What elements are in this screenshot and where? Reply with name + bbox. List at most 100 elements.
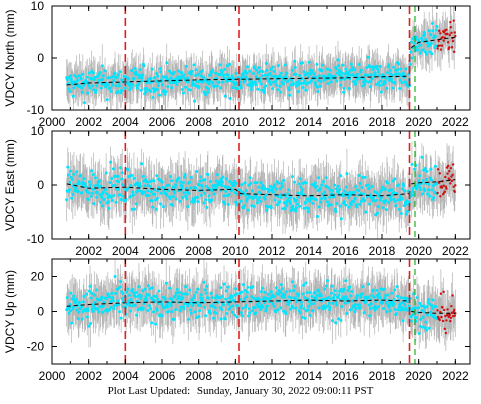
data-point (417, 306, 421, 310)
data-point (121, 292, 125, 296)
data-point (338, 70, 342, 74)
data-point (92, 202, 96, 206)
data-point (398, 302, 402, 306)
data-point (198, 309, 202, 313)
data-point (70, 321, 74, 325)
data-point (433, 164, 437, 168)
data-point (265, 208, 269, 212)
data-point (199, 175, 203, 179)
data-point (139, 184, 143, 188)
data-point (393, 199, 397, 203)
data-point (206, 90, 210, 94)
data-point (263, 290, 267, 294)
data-point (428, 194, 432, 198)
data-point (335, 71, 339, 75)
data-point (240, 290, 244, 294)
data-point (424, 177, 428, 181)
data-point (104, 297, 108, 301)
data-point (223, 317, 227, 321)
data-point (409, 50, 413, 54)
data-point (288, 93, 292, 97)
data-point (77, 310, 81, 314)
data-point (362, 192, 366, 196)
data-point (387, 201, 391, 205)
data-point (369, 193, 373, 197)
data-point (121, 78, 125, 82)
data-point (251, 285, 255, 289)
data-point (90, 307, 94, 311)
data-point (169, 76, 173, 80)
data-point (302, 283, 306, 287)
data-point (276, 88, 280, 92)
data-point (425, 169, 429, 173)
data-point (269, 206, 273, 210)
data-point (166, 305, 170, 309)
data-point (130, 173, 134, 177)
data-point (101, 74, 105, 78)
data-point (186, 317, 190, 321)
data-point (358, 306, 362, 310)
data-point (439, 48, 443, 51)
data-point (307, 60, 311, 64)
data-point (365, 73, 369, 77)
data-point (89, 183, 93, 187)
data-point (118, 285, 122, 289)
data-point (393, 80, 397, 84)
data-point (279, 306, 283, 310)
data-point (183, 173, 187, 177)
data-point (453, 314, 456, 317)
data-point (80, 191, 84, 195)
data-point (300, 190, 304, 194)
data-point (450, 175, 453, 178)
data-point (206, 173, 210, 177)
data-point (276, 195, 280, 199)
data-point (107, 76, 111, 80)
data-point (307, 75, 311, 79)
data-point (305, 297, 309, 301)
data-point (296, 191, 300, 195)
data-point (257, 301, 261, 305)
data-point (328, 195, 332, 199)
data-point (452, 185, 455, 188)
data-point (426, 313, 430, 317)
data-point (415, 296, 419, 300)
data-point (245, 199, 249, 203)
data-point (119, 198, 123, 202)
data-point (95, 288, 99, 292)
data-point (443, 190, 446, 193)
data-point (165, 193, 169, 197)
data-point (290, 78, 294, 82)
data-point (342, 287, 346, 291)
data-point (72, 73, 76, 77)
data-point (272, 304, 276, 308)
data-point (406, 308, 410, 312)
data-point (151, 205, 155, 209)
data-point (342, 200, 346, 204)
data-point (427, 326, 431, 330)
data-point (80, 317, 84, 321)
data-point (120, 171, 124, 175)
data-point (233, 313, 237, 317)
data-point (234, 287, 238, 291)
data-point (438, 44, 441, 47)
data-point (224, 297, 228, 301)
data-point (272, 69, 276, 73)
data-point (245, 71, 249, 75)
data-point (243, 79, 247, 83)
data-point (240, 314, 244, 318)
data-point (258, 191, 262, 195)
data-point (363, 82, 367, 86)
data-point (171, 195, 175, 199)
data-point (278, 84, 282, 88)
data-point (178, 199, 182, 203)
data-point (129, 297, 133, 301)
data-point (231, 85, 235, 89)
data-point (206, 186, 210, 190)
data-point (180, 87, 184, 91)
data-point (281, 207, 285, 211)
data-point (449, 26, 453, 29)
data-point (247, 307, 251, 311)
data-point (358, 181, 362, 185)
data-point (307, 207, 311, 211)
data-point (383, 296, 387, 300)
